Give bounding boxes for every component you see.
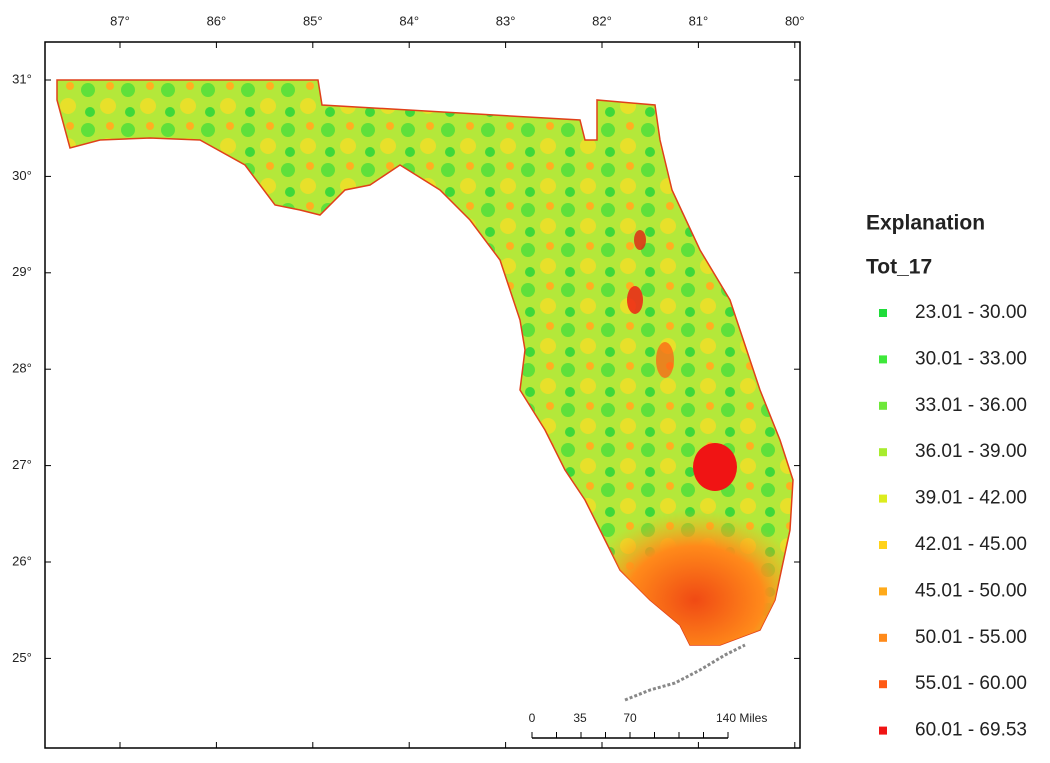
wetland-patch bbox=[627, 286, 643, 314]
longitude-label: 81° bbox=[689, 13, 709, 28]
longitude-label: 82° bbox=[592, 13, 612, 28]
latitude-label: 28° bbox=[12, 361, 32, 376]
legend-label: 23.01 - 30.00 bbox=[915, 302, 1027, 323]
legend-label: 39.01 - 42.00 bbox=[915, 488, 1027, 509]
legend-label: 50.01 - 55.00 bbox=[915, 627, 1027, 648]
legend-label: 42.01 - 45.00 bbox=[915, 534, 1027, 555]
legend-swatch bbox=[879, 587, 887, 596]
legend-label: 36.01 - 39.00 bbox=[915, 441, 1027, 462]
longitude-label: 83° bbox=[496, 13, 516, 28]
latitude-label: 29° bbox=[12, 264, 32, 279]
scale-label: 140 Miles bbox=[716, 711, 767, 725]
legend-swatch bbox=[879, 726, 887, 735]
scale-label: 70 bbox=[623, 711, 637, 725]
legend-heading: Explanation bbox=[866, 212, 985, 235]
longitude-label: 87° bbox=[110, 13, 130, 28]
longitude-label: 80° bbox=[785, 13, 805, 28]
legend-swatch bbox=[879, 680, 887, 689]
scale-label: 0 bbox=[529, 711, 536, 725]
legend-swatch bbox=[879, 448, 887, 457]
scale-bar: 0 35 70 140 Miles bbox=[529, 711, 767, 739]
latitude-label: 30° bbox=[12, 168, 32, 183]
latitude-label: 31° bbox=[12, 71, 32, 86]
legend-swatch bbox=[879, 633, 887, 642]
legend-label: 55.01 - 60.00 bbox=[915, 673, 1027, 694]
legend-swatch bbox=[879, 541, 887, 549]
wetland-patch bbox=[656, 342, 674, 378]
legend-label: 45.01 - 50.00 bbox=[915, 580, 1027, 601]
longitude-label: 85° bbox=[303, 13, 323, 28]
longitude-label: 84° bbox=[399, 13, 419, 28]
south-florida-region bbox=[600, 495, 790, 645]
legend-label: 33.01 - 36.00 bbox=[915, 395, 1027, 416]
legend-swatch bbox=[879, 309, 887, 317]
latitude-label: 25° bbox=[12, 650, 32, 665]
legend-title: Tot_17 bbox=[866, 256, 932, 279]
legend: Explanation Tot_17 23.01 - 30.00 30.01 - … bbox=[866, 212, 1027, 741]
latitude-label: 27° bbox=[12, 457, 32, 472]
legend-label: 30.01 - 33.00 bbox=[915, 348, 1027, 369]
legend-label: 60.01 - 69.53 bbox=[915, 720, 1027, 741]
latitude-label: 26° bbox=[12, 553, 32, 568]
lake-okeechobee bbox=[693, 443, 737, 491]
florida-keys bbox=[624, 643, 746, 702]
map-frame bbox=[44, 41, 801, 749]
legend-swatch bbox=[879, 401, 887, 410]
longitude-label: 86° bbox=[207, 13, 227, 28]
legend-swatch bbox=[879, 355, 887, 364]
wetland-patch bbox=[634, 230, 646, 250]
legend-swatch bbox=[879, 494, 887, 503]
scale-label: 35 bbox=[573, 711, 587, 725]
graticule: 87° 86° 85° 84° 83° 82° 81° 80° 31° 30° 29° 28° 27° 2… bbox=[12, 13, 805, 748]
